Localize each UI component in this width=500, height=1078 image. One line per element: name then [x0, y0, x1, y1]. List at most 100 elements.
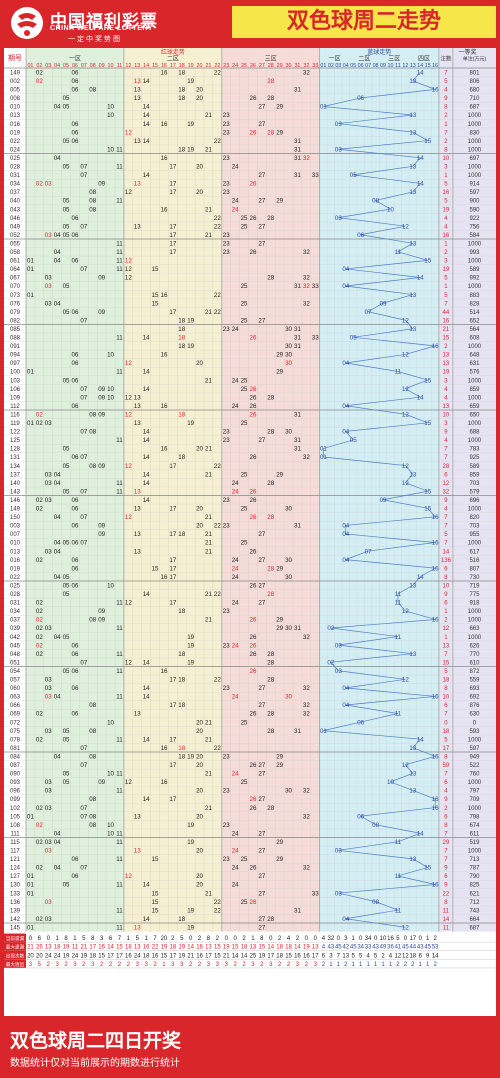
- red-stat-value: 13: [250, 945, 257, 951]
- blue-ball-mark: 16: [432, 694, 439, 701]
- red-ball-mark: 14: [143, 104, 150, 111]
- period-label: 058: [10, 250, 21, 256]
- prize-count-value: 7: [444, 849, 448, 855]
- red-zone1-bg: [26, 48, 124, 932]
- red-stat-value: 18: [285, 945, 292, 951]
- prize-amount-value: 798: [469, 814, 480, 820]
- blue-stat-value: 3: [344, 936, 348, 942]
- blue-ball-mark: 04: [342, 429, 349, 436]
- period-label: 121: [10, 857, 21, 863]
- red-stat-value: 15: [214, 953, 221, 959]
- red-stat-value: 19: [178, 953, 185, 959]
- red-number-header: 18: [179, 63, 185, 69]
- blue-ball-mark: 12: [402, 223, 409, 230]
- blue-ball-mark: 04: [342, 557, 349, 564]
- red-stat-value: 22: [152, 945, 159, 951]
- red-ball-mark: 04: [54, 514, 61, 521]
- blue-ball-mark: 13: [409, 164, 416, 171]
- red-ball-mark: 25: [241, 215, 248, 222]
- blue-ball-mark: 16: [432, 87, 439, 94]
- red-ball-mark: 21: [205, 309, 212, 316]
- red-ball-mark: 26: [250, 711, 257, 718]
- red-ball-mark: 30: [285, 429, 292, 436]
- red-ball-mark: 24: [232, 557, 239, 564]
- red-ball-mark: 19: [187, 822, 194, 829]
- red-ball-mark: 11: [116, 335, 123, 342]
- red-ball-mark: 02: [36, 642, 43, 649]
- red-stat-value: 19: [178, 945, 185, 951]
- red-ball-mark: 13: [134, 78, 141, 85]
- red-ball-mark: 14: [143, 386, 150, 393]
- red-ball-mark: 05: [63, 377, 70, 384]
- red-ball-mark: 29: [276, 352, 283, 359]
- red-stat-value: 17: [107, 953, 114, 959]
- prize-amount-value: 703: [469, 524, 480, 530]
- red-ball-mark: 03: [45, 497, 52, 504]
- red-ball-mark: 12: [125, 129, 132, 136]
- red-ball-mark: 21: [205, 112, 212, 119]
- red-ball-mark: 06: [72, 121, 79, 128]
- red-ball-mark: 23: [223, 497, 230, 504]
- prize-amount-value: 1000: [468, 421, 482, 427]
- prize-amount-value: 955: [469, 532, 480, 538]
- red-stat-value: 7: [118, 936, 122, 942]
- blue-stat-value: 44: [409, 945, 416, 951]
- prize-count-value: 4: [444, 789, 448, 795]
- red-stat-value: 19: [81, 953, 88, 959]
- period-label: 081: [10, 746, 21, 752]
- red-ball-mark: 05: [63, 198, 70, 205]
- prize-count-value: 5: [444, 737, 448, 743]
- prize-count-value: 5: [444, 182, 448, 188]
- red-ball-mark: 23: [223, 240, 230, 247]
- red-ball-mark: 03: [45, 471, 52, 478]
- prize-count-value: 19: [443, 267, 450, 273]
- red-ball-mark: 26: [250, 548, 257, 555]
- period-label: 116: [10, 412, 20, 418]
- red-ball-mark: 13: [134, 403, 141, 410]
- red-ball-mark: 11: [116, 736, 123, 743]
- red-ball-mark: 17: [169, 796, 176, 803]
- red-ball-mark: 02: [36, 608, 43, 615]
- red-stat-value: 0: [269, 936, 273, 942]
- red-ball-mark: 33: [312, 890, 319, 897]
- red-ball-mark: 24: [232, 830, 239, 837]
- blue-stat-value: 4: [322, 945, 326, 951]
- blue-stat-value: 1: [381, 962, 385, 968]
- red-ball-mark: 30: [285, 574, 292, 581]
- blue-stat-value: 1: [337, 962, 341, 968]
- prize-amount-value: 680: [469, 88, 480, 94]
- blue-stat-value: 43: [372, 945, 379, 951]
- period-label: 115: [10, 840, 20, 846]
- prize-count-value: 10: [443, 156, 450, 162]
- blue-stat-value: 2: [434, 962, 438, 968]
- blue-ball-mark: 13: [409, 129, 416, 136]
- red-ball-mark: 07: [80, 223, 87, 230]
- prize-count-value: 17: [443, 746, 450, 752]
- blue-stat-value: 36: [387, 945, 394, 951]
- red-stat-value: 15: [98, 953, 105, 959]
- red-stat-value: 2: [189, 962, 193, 968]
- blue-ball-mark: 12: [402, 352, 409, 359]
- red-ball-mark: 11: [116, 924, 123, 931]
- red-ball-mark: 10: [107, 112, 114, 119]
- red-ball-mark: 25: [241, 506, 248, 513]
- period-label: 112: [10, 404, 20, 410]
- red-ball-mark: 21: [205, 890, 212, 897]
- blue-ball-mark: 03: [335, 146, 342, 153]
- red-stat-value: 8: [260, 936, 264, 942]
- prize-amount-value: 790: [469, 874, 480, 880]
- blue-number-header: 12: [402, 63, 408, 69]
- red-stat-value: 15: [285, 953, 292, 959]
- red-ball-mark: 09: [98, 531, 105, 538]
- red-ball-mark: 13: [134, 138, 141, 145]
- blue-stat-value: 45: [402, 945, 409, 951]
- blue-ball-mark: 12: [402, 762, 409, 769]
- period-label: 108: [10, 823, 21, 829]
- red-ball-mark: 27: [258, 848, 265, 855]
- red-ball-mark: 30: [285, 352, 292, 359]
- prize-count-value: 6: [444, 814, 448, 820]
- red-ball-mark: 25: [241, 386, 248, 393]
- red-ball-mark: 28: [267, 394, 274, 401]
- prize-count-value: 8: [444, 147, 448, 153]
